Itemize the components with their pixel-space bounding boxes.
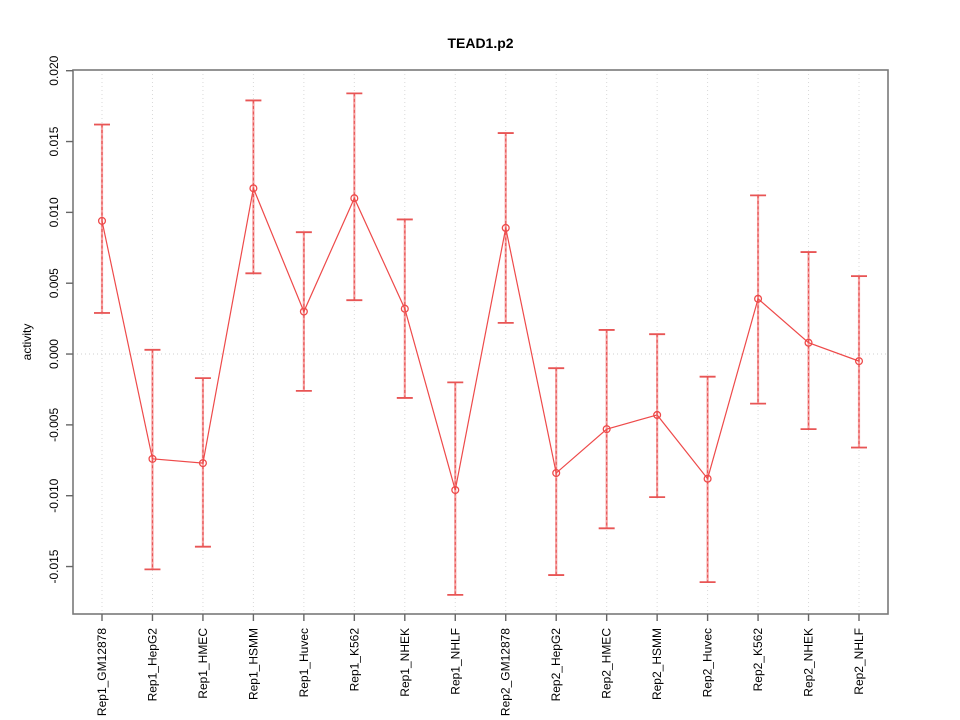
y-tick-label: -0.010 bbox=[47, 478, 61, 512]
x-tick-label: Rep1_HepG2 bbox=[145, 628, 159, 702]
y-tick-label: 0.005 bbox=[47, 268, 61, 298]
data-point-marker bbox=[602, 425, 611, 434]
data-point-marker bbox=[350, 194, 359, 203]
data-point-marker bbox=[400, 304, 409, 313]
x-tick-label: Rep2_Huvec bbox=[701, 628, 715, 697]
series-line bbox=[101, 186, 860, 491]
y-tick-label: 0.010 bbox=[47, 197, 61, 227]
y-tick-label: 0.020 bbox=[47, 55, 61, 85]
y-tick-label: 0.015 bbox=[47, 126, 61, 156]
x-tick-label: Rep1_HSMM bbox=[246, 628, 260, 700]
x-tick-label: Rep1_K562 bbox=[347, 628, 361, 692]
x-tick-label: Rep2_HSMM bbox=[650, 628, 664, 700]
data-point-marker bbox=[653, 410, 662, 420]
data-point-marker bbox=[148, 454, 157, 463]
data-point-marker bbox=[451, 485, 460, 495]
x-tick-label: Rep2_HepG2 bbox=[549, 628, 563, 702]
x-tick-label: Rep1_NHLF bbox=[448, 628, 462, 695]
data-point-marker bbox=[299, 307, 308, 316]
plot-border bbox=[72, 69, 889, 615]
y-tick-label: -0.015 bbox=[47, 549, 61, 583]
y-axis-label: activity bbox=[20, 324, 34, 361]
x-tick-label: Rep1_NHEK bbox=[398, 628, 412, 697]
x-tick-label: Rep1_HMEC bbox=[196, 628, 210, 699]
data-point-marker bbox=[249, 184, 258, 193]
x-tick-label: Rep1_Huvec bbox=[297, 628, 311, 697]
chart-title: TEAD1.p2 bbox=[447, 35, 513, 51]
data-point-marker bbox=[501, 223, 510, 233]
data-point-marker bbox=[754, 294, 763, 303]
data-point-marker bbox=[552, 468, 561, 478]
x-tick-label: Rep1_GM12878 bbox=[95, 628, 109, 716]
data-point-marker bbox=[703, 474, 712, 483]
y-tick-label: 0.000 bbox=[47, 339, 61, 369]
x-tick-label: Rep2_K562 bbox=[751, 628, 765, 692]
x-tick-label: Rep2_HMEC bbox=[600, 628, 614, 699]
x-tick-label: Rep2_GM12878 bbox=[499, 628, 513, 716]
data-point-marker bbox=[804, 338, 813, 347]
data-point-marker bbox=[854, 357, 864, 366]
x-tick-label: Rep2_NHLF bbox=[852, 628, 866, 695]
x-tick-label: Rep2_NHEK bbox=[802, 628, 816, 697]
data-point-marker bbox=[198, 459, 207, 468]
y-tick-label: -0.005 bbox=[47, 408, 61, 442]
data-point-marker bbox=[97, 216, 107, 225]
